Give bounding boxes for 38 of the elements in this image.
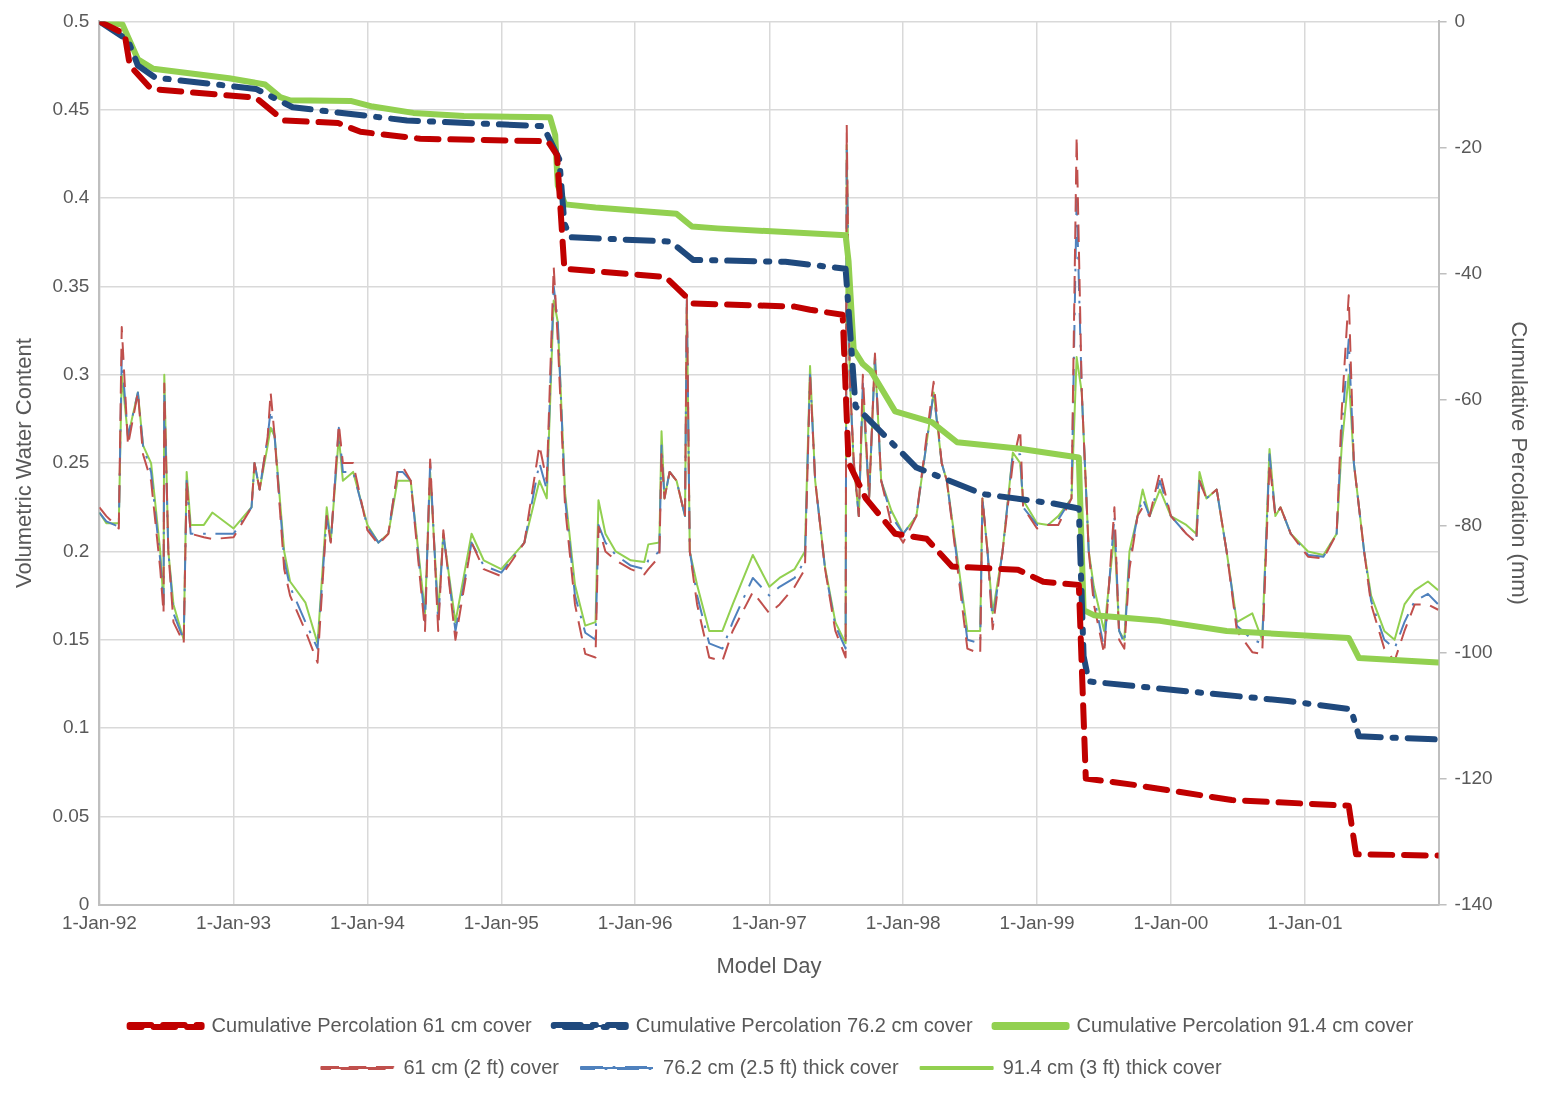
y-tick-label: 0.1 xyxy=(62,716,90,738)
y-tick-label: 0.2 xyxy=(62,539,90,561)
y2-tick-label: -120 xyxy=(1454,766,1493,788)
legend-label: Cumulative Percolation 61 cm cover xyxy=(211,1013,533,1036)
y-axis-title: Volumetric Water Content xyxy=(11,338,37,589)
x-tick-label: 1-Jan-95 xyxy=(463,912,539,934)
x-tick-label: 1-Jan-92 xyxy=(61,912,137,934)
y2-axis-title: Cumulative Percolation (mm) xyxy=(1506,321,1532,605)
y2-tick-label: -140 xyxy=(1454,893,1493,915)
y2-tick-label: -100 xyxy=(1454,640,1493,662)
x-axis-title: Model Day xyxy=(716,952,822,978)
y2-tick-label: 0 xyxy=(1454,9,1466,31)
x-tick-label: 1-Jan-01 xyxy=(1267,912,1343,934)
y-tick-label: 0.25 xyxy=(52,451,90,473)
y2-tick-label: -60 xyxy=(1454,388,1483,410)
legend-label: 61 cm (2 ft) cover xyxy=(403,1055,560,1078)
y-tick-label: 0 xyxy=(78,893,90,915)
x-tick-label: 1-Jan-00 xyxy=(1133,912,1209,934)
legend-label: 76.2 cm (2.5 ft) thick cover xyxy=(663,1055,899,1078)
legend-label: Cumulative Percolation 76.2 cm cover xyxy=(635,1013,973,1036)
x-tick-label: 1-Jan-97 xyxy=(731,912,807,934)
y-tick-label: 0.4 xyxy=(62,186,90,208)
x-tick-label: 1-Jan-94 xyxy=(329,912,406,934)
y-tick-label: 0.45 xyxy=(52,97,90,119)
y2-tick-label: -40 xyxy=(1454,262,1483,284)
legend-label: 91.4 cm (3 ft) thick cover xyxy=(1002,1055,1222,1078)
y2-tick-label: -20 xyxy=(1454,135,1483,157)
y-tick-label: 0.05 xyxy=(52,804,90,826)
y-tick-label: 0.15 xyxy=(52,628,90,650)
y2-tick-label: -80 xyxy=(1454,514,1483,536)
y-tick-label: 0.5 xyxy=(62,9,90,31)
y-tick-label: 0.3 xyxy=(62,362,90,384)
x-tick-label: 1-Jan-99 xyxy=(999,912,1075,934)
x-tick-label: 1-Jan-98 xyxy=(865,912,941,934)
y-tick-label: 0.35 xyxy=(52,274,90,296)
legend-label: Cumulative Percolation 91.4 cm cover xyxy=(1076,1013,1414,1036)
x-tick-label: 1-Jan-96 xyxy=(597,912,673,934)
x-tick-label: 1-Jan-93 xyxy=(196,912,272,934)
